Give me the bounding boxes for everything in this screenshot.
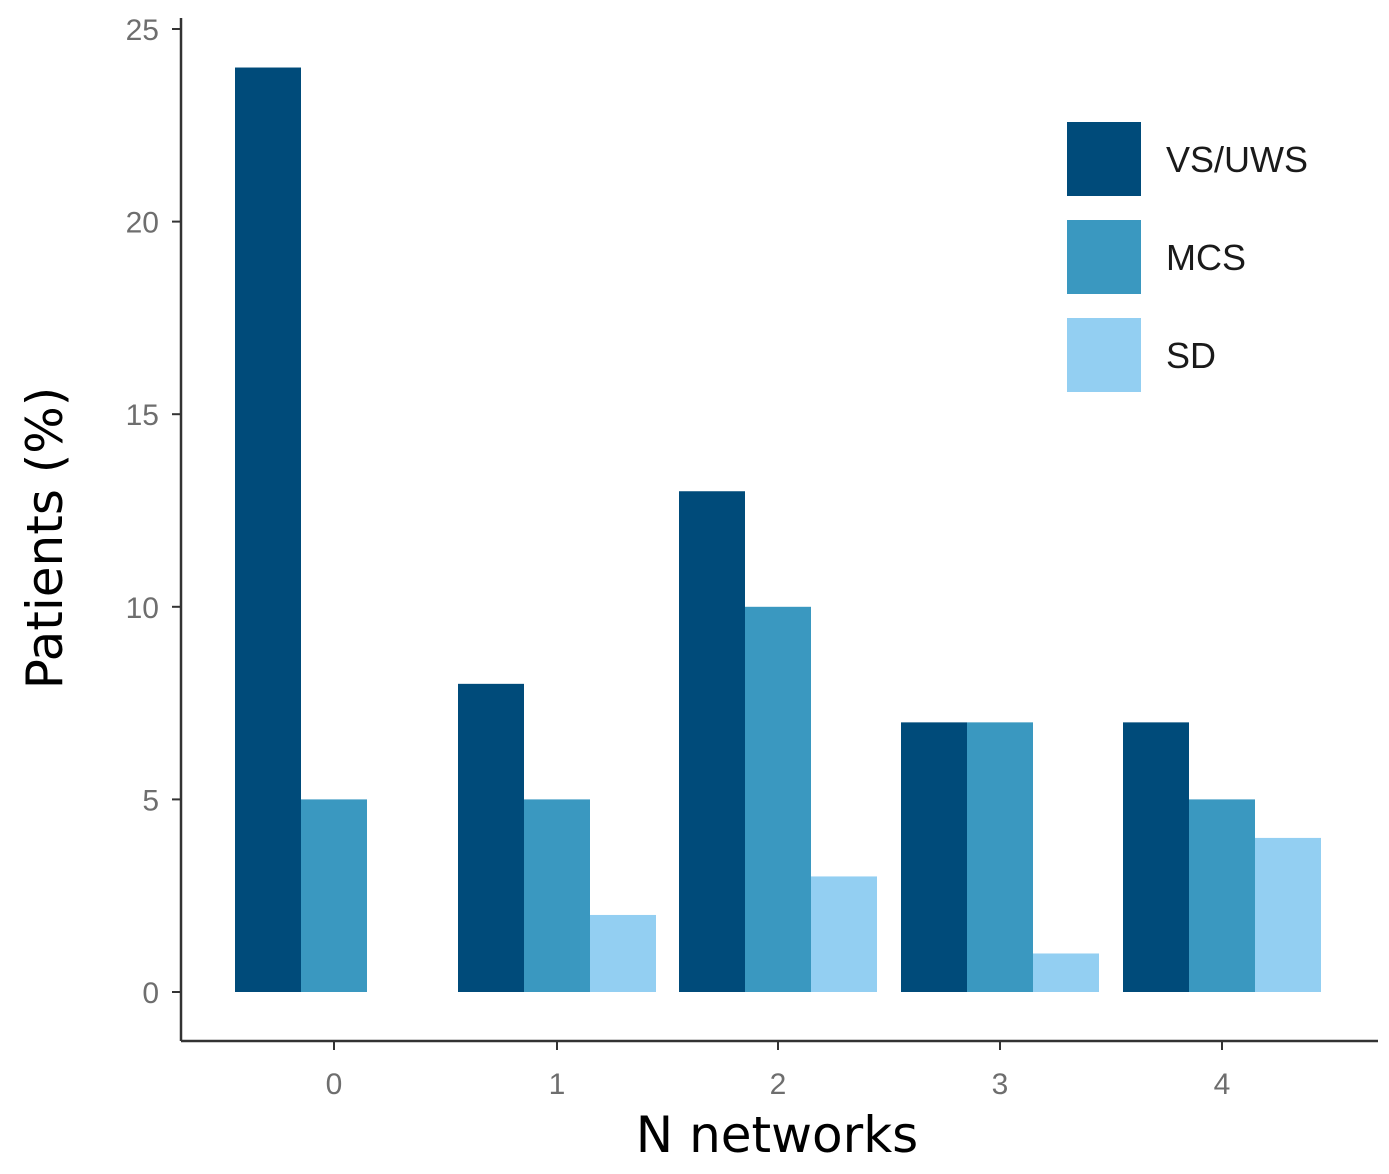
legend: VS/UWS MCS SD	[1067, 122, 1308, 392]
x-tick-label: 3	[992, 1068, 1009, 1101]
legend-key-vs-uws	[1067, 122, 1141, 196]
y-ticks: 0 5 10 15 20 25	[126, 14, 181, 1010]
bars-layer	[235, 67, 1321, 992]
legend-key-mcs	[1067, 220, 1141, 294]
x-tick-label: 1	[549, 1068, 566, 1101]
bar-sd-3	[1033, 953, 1099, 992]
bar-mcs-2	[745, 606, 811, 992]
legend-label-vs-uws: VS/UWS	[1166, 139, 1308, 180]
x-axis-title: N networks	[636, 1106, 918, 1164]
bar-vs-uws-2	[679, 491, 745, 992]
y-tick-label: 20	[126, 207, 159, 240]
bar-vs-uws-0	[235, 67, 301, 992]
x-tick-label: 0	[326, 1068, 343, 1101]
bar-mcs-1	[524, 799, 590, 992]
legend-label-mcs: MCS	[1166, 237, 1246, 278]
axes-layer	[179, 18, 1378, 1043]
y-tick-label: 15	[126, 399, 159, 432]
bar-vs-uws-3	[901, 722, 967, 992]
bar-mcs-3	[967, 722, 1033, 992]
bar-sd-2	[811, 876, 877, 992]
bar-sd-1	[590, 914, 656, 992]
x-tick-label: 2	[770, 1068, 787, 1101]
legend-label-sd: SD	[1166, 335, 1216, 376]
bar-sd-4	[1255, 837, 1321, 992]
bar-mcs-4	[1189, 799, 1255, 992]
y-tick-label: 25	[126, 14, 159, 47]
y-tick-label: 5	[142, 784, 159, 817]
bar-vs-uws-1	[458, 683, 524, 992]
y-tick-label: 10	[126, 592, 159, 625]
y-axis-title: Patients (%)	[16, 387, 74, 690]
bar-vs-uws-4	[1123, 722, 1189, 992]
bar-mcs-0	[301, 799, 367, 992]
x-ticks: 0 1 2 3 4	[326, 1041, 1231, 1101]
legend-key-sd	[1067, 318, 1141, 392]
x-tick-label: 4	[1214, 1068, 1231, 1101]
y-tick-label: 0	[142, 977, 159, 1010]
